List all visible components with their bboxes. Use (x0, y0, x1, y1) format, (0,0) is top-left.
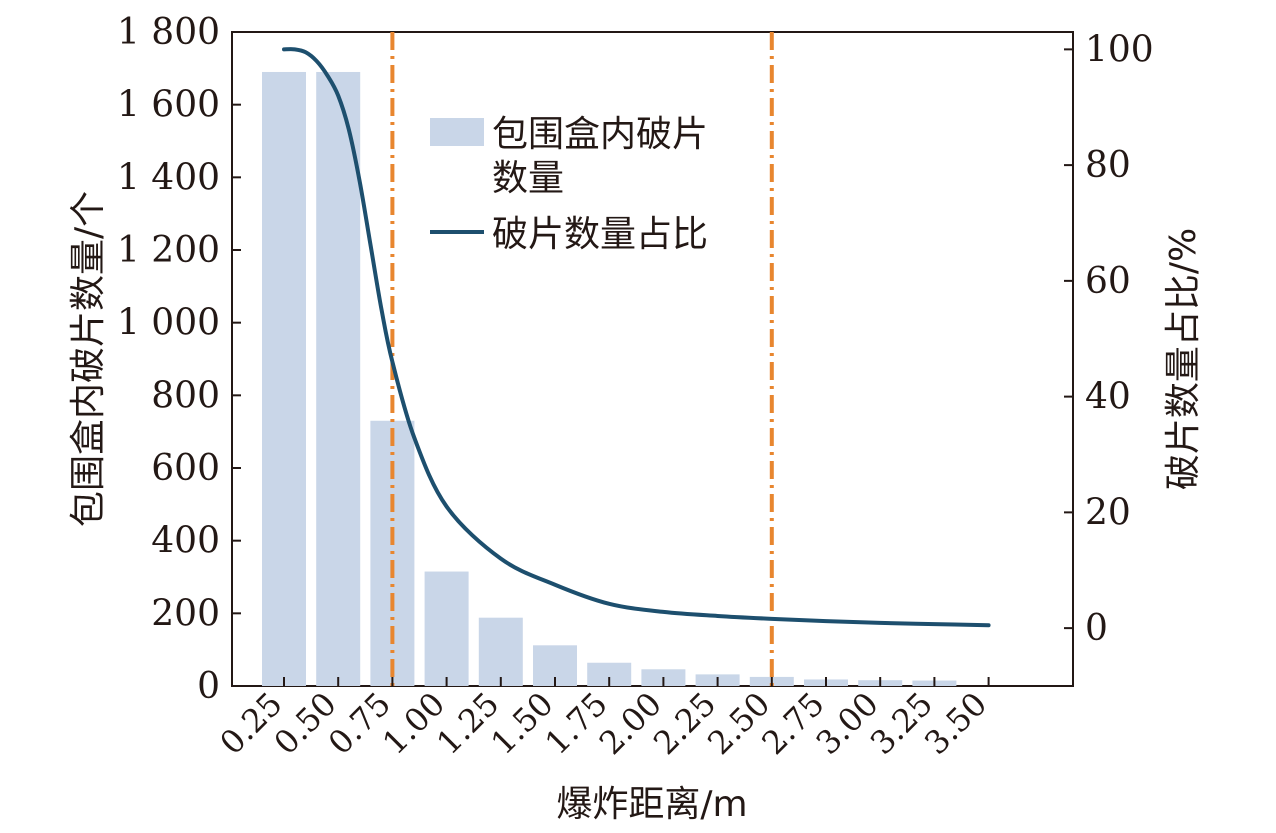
legend: 包围盒内破片数量 破片数量占比 (430, 114, 708, 255)
y-tick-label: 800 (151, 375, 220, 416)
legend-line-label: 破片数量占比 (492, 214, 708, 255)
y-tick-label: 1 800 (117, 12, 220, 53)
x-axis: 0.250.500.751.001.251.501.752.002.252.50… (212, 677, 994, 762)
y-tick-label: 1 000 (117, 303, 220, 344)
y2-tick-label: 100 (1085, 29, 1154, 70)
legend-bar-label-line: 数量 (492, 158, 564, 199)
bar (424, 571, 469, 686)
bar (316, 71, 361, 686)
y2-tick-label: 0 (1085, 608, 1108, 649)
reference-lines (390, 32, 774, 686)
y-tick-label: 1 200 (117, 230, 220, 271)
y2-axis-title: 破片数量占比/% (1163, 228, 1204, 490)
y-axis-title: 包围盒内破片数量/个 (68, 191, 109, 527)
legend-bar-swatch (430, 118, 484, 146)
y-tick-label: 400 (151, 521, 220, 562)
y2-tick-label: 40 (1085, 377, 1131, 418)
x-tick-label: 3.50 (917, 685, 994, 762)
x-axis-title: 爆炸距离/m (556, 784, 747, 825)
bar (587, 662, 632, 686)
y2-tick-label: 60 (1085, 261, 1131, 302)
bar-series (262, 71, 957, 686)
bar (478, 617, 523, 686)
y-tick-label: 1 400 (117, 157, 220, 198)
line-series (282, 47, 991, 628)
y-tick-label: 1 600 (117, 85, 220, 126)
bar (262, 71, 306, 686)
y-tick-label: 200 (151, 593, 220, 634)
legend-bar-label: 包围盒内破片数量 (492, 114, 708, 199)
y2-tick-label: 80 (1085, 145, 1131, 186)
y-tick-label: 600 (151, 448, 220, 489)
legend-bar-label-line: 包围盒内破片 (492, 114, 708, 155)
y-tick-label: 0 (197, 666, 220, 707)
y-axis-right: 0 20 40 60 80 100 (1064, 29, 1154, 649)
y2-tick-label: 20 (1085, 492, 1131, 533)
y-axis-left: 0 200 400 600 800 1 000 1 200 1 400 1 600 1 800 (117, 12, 241, 707)
